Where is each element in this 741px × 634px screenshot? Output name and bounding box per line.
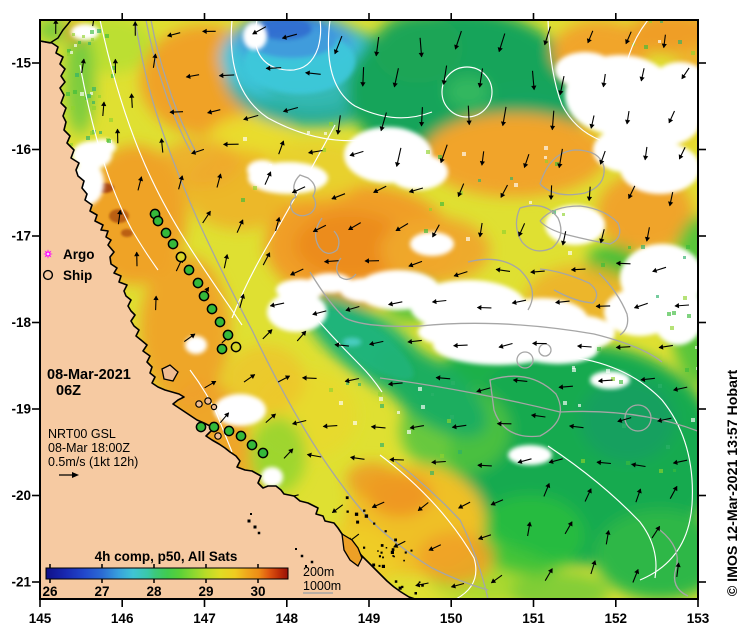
svg-text:1000m: 1000m — [303, 579, 341, 593]
svg-text:148: 148 — [276, 611, 299, 626]
svg-text:-16: -16 — [11, 142, 31, 157]
svg-text:26: 26 — [42, 584, 58, 599]
svg-text:152: 152 — [605, 611, 628, 626]
svg-text:Argo: Argo — [63, 247, 95, 262]
svg-text:-20: -20 — [11, 488, 31, 503]
svg-text:27: 27 — [94, 584, 109, 599]
svg-text:-15: -15 — [11, 56, 31, 71]
svg-text:145: 145 — [29, 611, 52, 626]
svg-text:06Z: 06Z — [56, 383, 81, 399]
svg-text:153: 153 — [687, 611, 710, 626]
svg-text:-19: -19 — [11, 402, 31, 417]
svg-text:Ship: Ship — [63, 268, 92, 283]
svg-text:NRT00 GSL: NRT00 GSL — [48, 427, 116, 441]
svg-text:29: 29 — [198, 584, 213, 599]
svg-text:-18: -18 — [11, 315, 31, 330]
svg-text:147: 147 — [193, 611, 216, 626]
svg-text:-17: -17 — [11, 229, 31, 244]
svg-text:0.5m/s (1kt 12h): 0.5m/s (1kt 12h) — [48, 455, 138, 469]
svg-text:-21: -21 — [11, 575, 31, 590]
svg-text:4h comp, p50, All Sats: 4h comp, p50, All Sats — [95, 549, 238, 564]
svg-text:150: 150 — [440, 611, 463, 626]
svg-text:28: 28 — [146, 584, 162, 599]
svg-text:151: 151 — [522, 611, 545, 626]
svg-text:© IMOS 12-Mar-2021 13:57 Hobar: © IMOS 12-Mar-2021 13:57 Hobart — [725, 369, 741, 596]
svg-text:149: 149 — [358, 611, 381, 626]
svg-text:146: 146 — [111, 611, 134, 626]
svg-text:200m: 200m — [303, 565, 334, 579]
svg-text:08-Mar 18:00Z: 08-Mar 18:00Z — [48, 441, 130, 455]
svg-text:30: 30 — [250, 584, 265, 599]
svg-text:08-Mar-2021: 08-Mar-2021 — [47, 367, 131, 383]
